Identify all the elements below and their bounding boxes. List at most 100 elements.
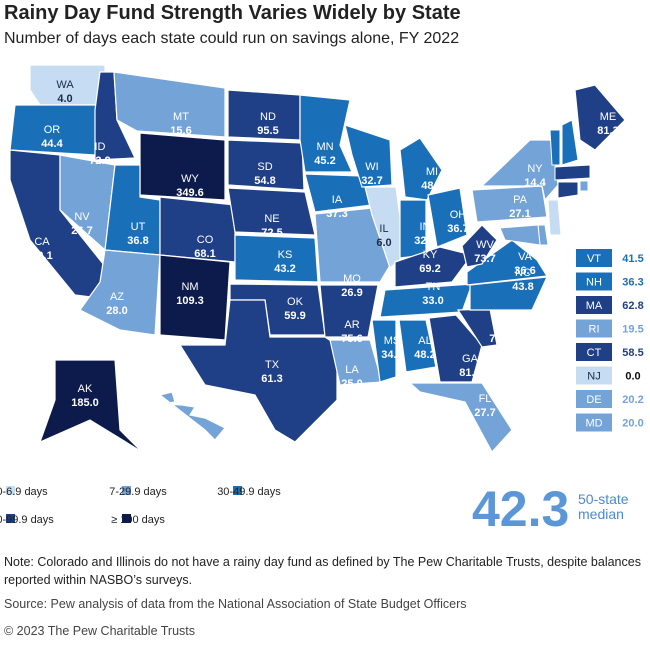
- state-shape: [466, 239, 549, 286]
- state-abbr: HI: [180, 431, 191, 443]
- callout-box: [576, 296, 612, 314]
- state-shape: [427, 187, 468, 248]
- state-value: 13.4: [174, 445, 196, 457]
- state-value: 70.3: [489, 333, 510, 345]
- state-shape: [469, 276, 548, 311]
- state-shape: [38, 359, 143, 453]
- state-value: 26.7: [71, 225, 92, 237]
- callout-abbr: DE: [586, 394, 601, 406]
- state-value: 59.9: [284, 310, 305, 322]
- state-value: 69.2: [419, 263, 440, 275]
- state-shape: [299, 94, 353, 173]
- state-value: 27.7: [474, 407, 495, 419]
- state-shape: [371, 319, 397, 383]
- state-shape: [499, 224, 541, 246]
- state-abbr: AZ: [110, 291, 124, 303]
- state-abbr: KS: [278, 249, 293, 261]
- state-abbr: MO: [343, 273, 361, 285]
- state-abbr: IN: [420, 221, 431, 233]
- callout-abbr: RI: [589, 324, 600, 336]
- state-abbr: ME: [600, 111, 617, 123]
- state-abbr: OK: [287, 296, 304, 308]
- legend-label: 0-6.9 days: [0, 486, 48, 498]
- state-abbr: CO: [197, 234, 214, 246]
- state-value: 72.5: [261, 227, 282, 239]
- state-value: 61.3: [261, 373, 282, 385]
- state-shape: [557, 181, 579, 199]
- state-abbr: NV: [74, 211, 90, 223]
- state-value: 43.2: [274, 263, 295, 275]
- state-shape: [549, 129, 561, 166]
- state-abbr: UT: [131, 221, 146, 233]
- state-value: 75.6: [341, 333, 362, 345]
- state-abbr: WI: [365, 161, 378, 173]
- state-abbr: ND: [260, 111, 276, 123]
- state-shape: [547, 199, 562, 236]
- legend-label: 7-29.9 days: [109, 486, 167, 498]
- state-abbr: AK: [78, 383, 93, 395]
- state-shape: [314, 207, 393, 283]
- state-shape: [178, 299, 338, 443]
- state-shape: [227, 139, 305, 191]
- callout-value: 36.3: [622, 277, 643, 289]
- state-abbr: AR: [344, 319, 359, 331]
- state-value: 26.9: [341, 287, 362, 299]
- state-value: 14.4: [524, 177, 546, 189]
- callout-abbr: MA: [586, 300, 603, 312]
- legend-swatch: [6, 514, 15, 523]
- state-value: 81.8: [459, 367, 480, 379]
- state-abbr: WA: [56, 79, 74, 91]
- state-value: 68.1: [194, 248, 215, 260]
- state-abbr: TN: [426, 281, 441, 293]
- callout-value: 20.0: [622, 418, 643, 430]
- state-value: 44.4: [41, 138, 63, 150]
- state-shape: [113, 71, 226, 138]
- callout-abbr: MD: [585, 418, 602, 430]
- state-abbr: NC: [515, 267, 531, 279]
- state-abbr: ID: [95, 141, 106, 153]
- state-abbr: VA: [518, 251, 533, 263]
- state-value: 33.0: [422, 295, 443, 307]
- state-shape: [471, 185, 548, 223]
- state-abbr: CA: [34, 236, 50, 248]
- copyright: © 2023 The Pew Charitable Trusts: [4, 624, 196, 638]
- state-value: 349.6: [176, 187, 204, 199]
- state-value: 48.2: [414, 349, 435, 361]
- callout-abbr: NJ: [587, 371, 600, 383]
- state-shape: [554, 164, 591, 181]
- callout-value: 19.5: [622, 324, 643, 336]
- state-abbr: GA: [462, 353, 479, 365]
- legend-swatch: [6, 486, 15, 495]
- callout-value: 0.0: [625, 371, 640, 383]
- state-value: 36.7: [447, 223, 468, 235]
- state-shape: [158, 391, 226, 441]
- callout-box: [576, 413, 612, 432]
- state-shape: [561, 119, 579, 166]
- state-value: 185.0: [71, 397, 99, 409]
- state-abbr: OR: [44, 124, 61, 136]
- state-value: 27.1: [509, 208, 530, 220]
- state-abbr: FL: [479, 393, 492, 405]
- state-shape: [319, 284, 379, 338]
- state-value: 43.8: [512, 281, 533, 293]
- state-value: 81.3: [597, 125, 618, 137]
- state-value: 28.0: [106, 305, 127, 317]
- legend-label: 50-99.9 days: [0, 514, 54, 526]
- state-value: 4.0: [57, 93, 72, 105]
- state-abbr: WY: [181, 173, 199, 185]
- state-value: 54.8: [254, 175, 275, 187]
- note: Note: Colorado and Illinois do not have …: [4, 555, 641, 587]
- state-abbr: NM: [181, 281, 198, 293]
- state-abbr: NY: [527, 163, 543, 175]
- callout-abbr: CT: [587, 347, 602, 359]
- state-abbr: NE: [264, 213, 279, 225]
- callout-box: [576, 343, 612, 361]
- state-shape: [394, 246, 474, 288]
- state-shape: [574, 84, 626, 151]
- median-label: 50-state median: [578, 491, 629, 522]
- state-value: 36.8: [127, 235, 148, 247]
- callout-box: [576, 319, 612, 338]
- state-value: 37.3: [326, 208, 347, 220]
